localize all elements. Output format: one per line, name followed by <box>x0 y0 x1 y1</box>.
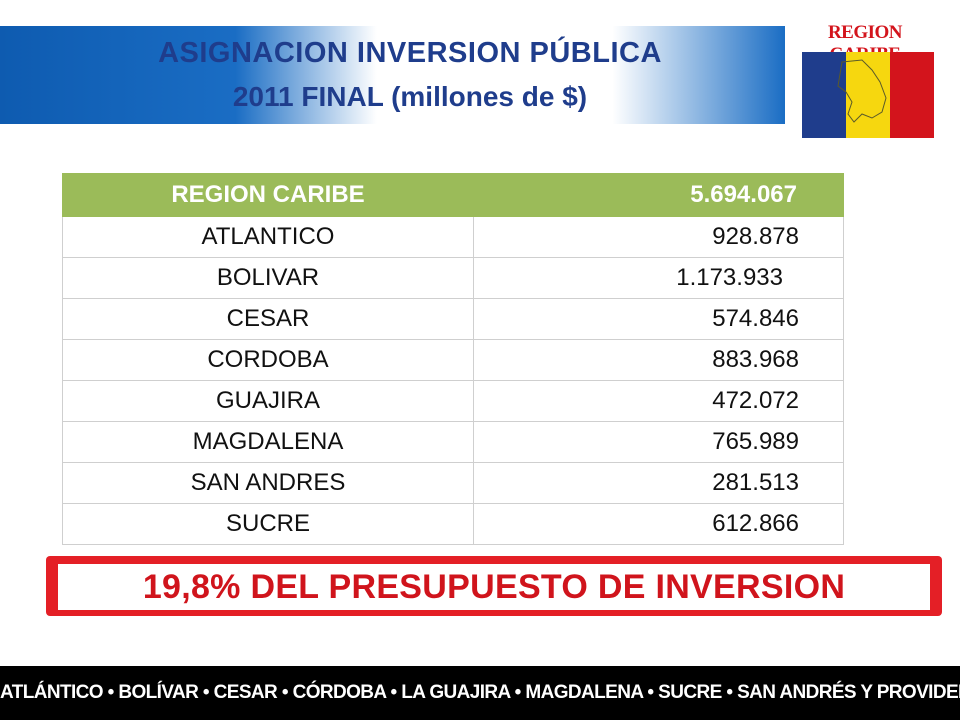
table-row: SAN ANDRES 281.513 <box>62 462 844 504</box>
department-value: 883.968 <box>473 339 844 381</box>
region-total-cell: 5.694.067 <box>473 173 844 217</box>
table-header-row: REGION CARIBE 5.694.067 <box>62 173 844 217</box>
page-title: ASIGNACION INVERSION PÚBLICA 2011 FINAL … <box>60 30 760 120</box>
title-line-2: 2011 FINAL (millones de $) <box>232 81 588 112</box>
department-value: 765.989 <box>473 421 844 463</box>
footer-departments-bar: ATLÁNTICO • BOLÍVAR • CESAR • CÓRDOBA • … <box>0 666 960 720</box>
table-row: CESAR 574.846 <box>62 298 844 340</box>
department-value: 928.878 <box>473 216 844 258</box>
flag-red-stripe <box>890 52 934 138</box>
department-value: 612.866 <box>473 503 844 545</box>
table-row: MAGDALENA 765.989 <box>62 421 844 463</box>
department-value: 281.513 <box>473 462 844 504</box>
department-value: 1.173.933 <box>473 257 844 299</box>
table-row: ATLANTICO 928.878 <box>62 216 844 258</box>
banner-text: 19,8% DEL PRESUPUESTO DE INVERSION <box>58 564 930 610</box>
table-row: BOLIVAR 1.173.933 <box>62 257 844 299</box>
region-name-cell: REGION CARIBE <box>62 173 474 217</box>
table-row: CORDOBA 883.968 <box>62 339 844 381</box>
department-name: ATLANTICO <box>62 216 474 258</box>
investment-table: REGION CARIBE 5.694.067 ATLANTICO 928.87… <box>62 173 844 545</box>
department-name: CORDOBA <box>62 339 474 381</box>
header-band <box>0 26 785 124</box>
title-line-1: ASIGNACION INVERSION PÚBLICA <box>158 37 662 69</box>
department-value: 472.072 <box>473 380 844 422</box>
department-name: SAN ANDRES <box>62 462 474 504</box>
department-name: GUAJIRA <box>62 380 474 422</box>
department-name: SUCRE <box>62 503 474 545</box>
table-row: GUAJIRA 472.072 <box>62 380 844 422</box>
department-value: 574.846 <box>473 298 844 340</box>
flag-blue-stripe <box>802 52 846 138</box>
department-name: BOLIVAR <box>62 257 474 299</box>
department-name: CESAR <box>62 298 474 340</box>
department-name: MAGDALENA <box>62 421 474 463</box>
flag-icon <box>802 52 934 138</box>
region-caribe-logo: REGION CARIBE <box>792 14 938 138</box>
map-outline-icon <box>837 59 887 123</box>
table-row: SUCRE 612.866 <box>62 503 844 545</box>
percentage-banner: 19,8% DEL PRESUPUESTO DE INVERSION <box>46 556 942 616</box>
